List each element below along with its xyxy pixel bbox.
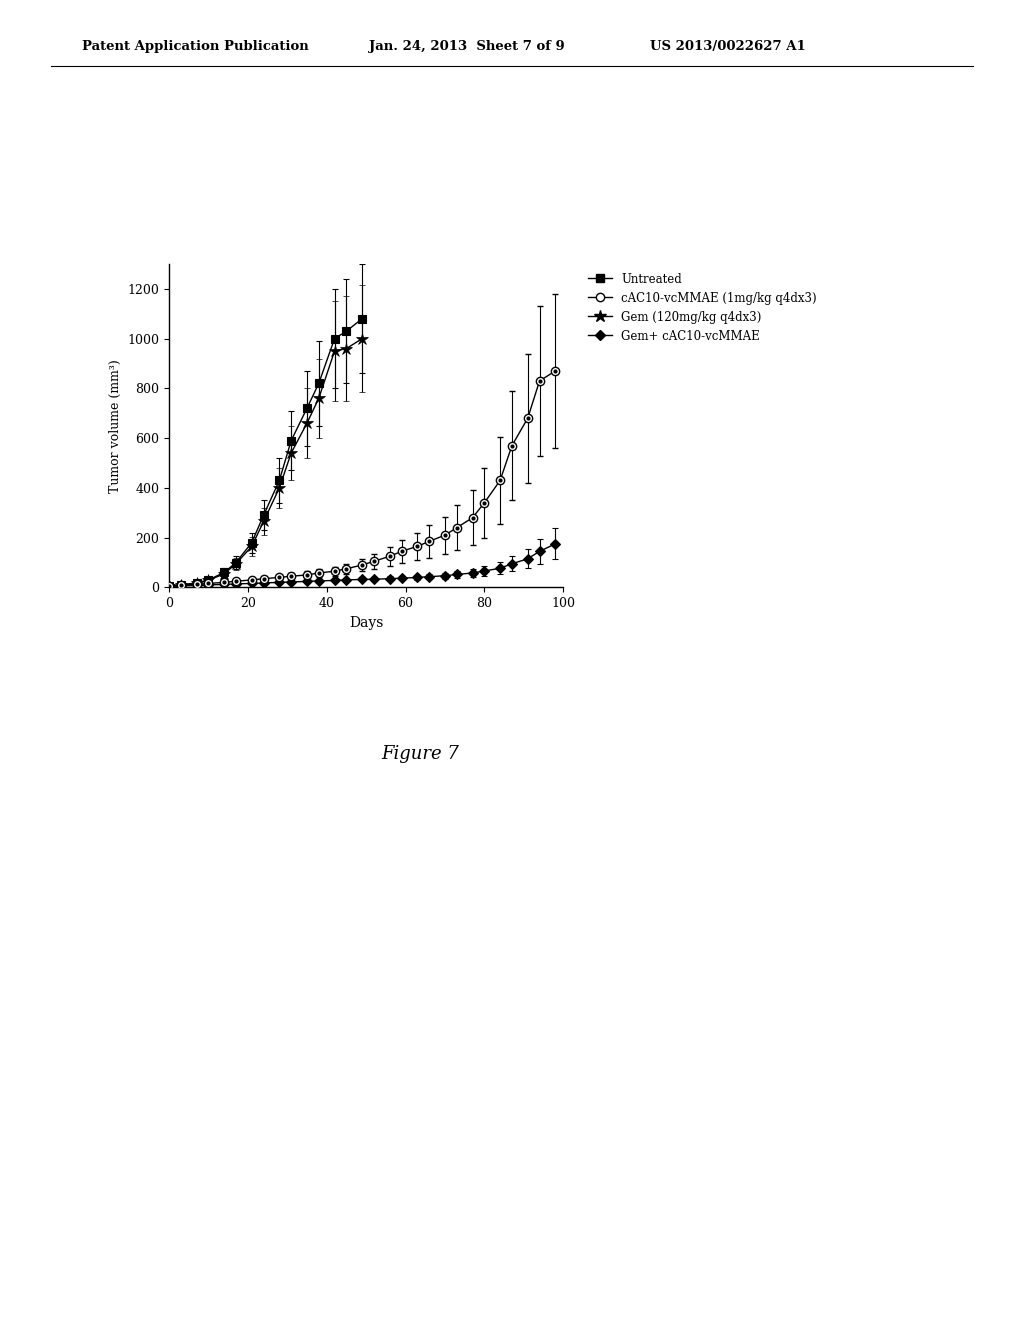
X-axis label: Days: Days xyxy=(349,615,383,630)
Text: Jan. 24, 2013  Sheet 7 of 9: Jan. 24, 2013 Sheet 7 of 9 xyxy=(369,40,564,53)
Legend: Untreated, cAC10-vcMMAE (1mg/kg q4dx3), Gem (120mg/kg q4dx3), Gem+ cAC10-vcMMAE: Untreated, cAC10-vcMMAE (1mg/kg q4dx3), … xyxy=(585,269,820,347)
Text: Figure 7: Figure 7 xyxy=(381,744,459,763)
Text: Patent Application Publication: Patent Application Publication xyxy=(82,40,308,53)
Y-axis label: Tumor volume (mm³): Tumor volume (mm³) xyxy=(109,359,122,492)
Text: US 2013/0022627 A1: US 2013/0022627 A1 xyxy=(650,40,806,53)
